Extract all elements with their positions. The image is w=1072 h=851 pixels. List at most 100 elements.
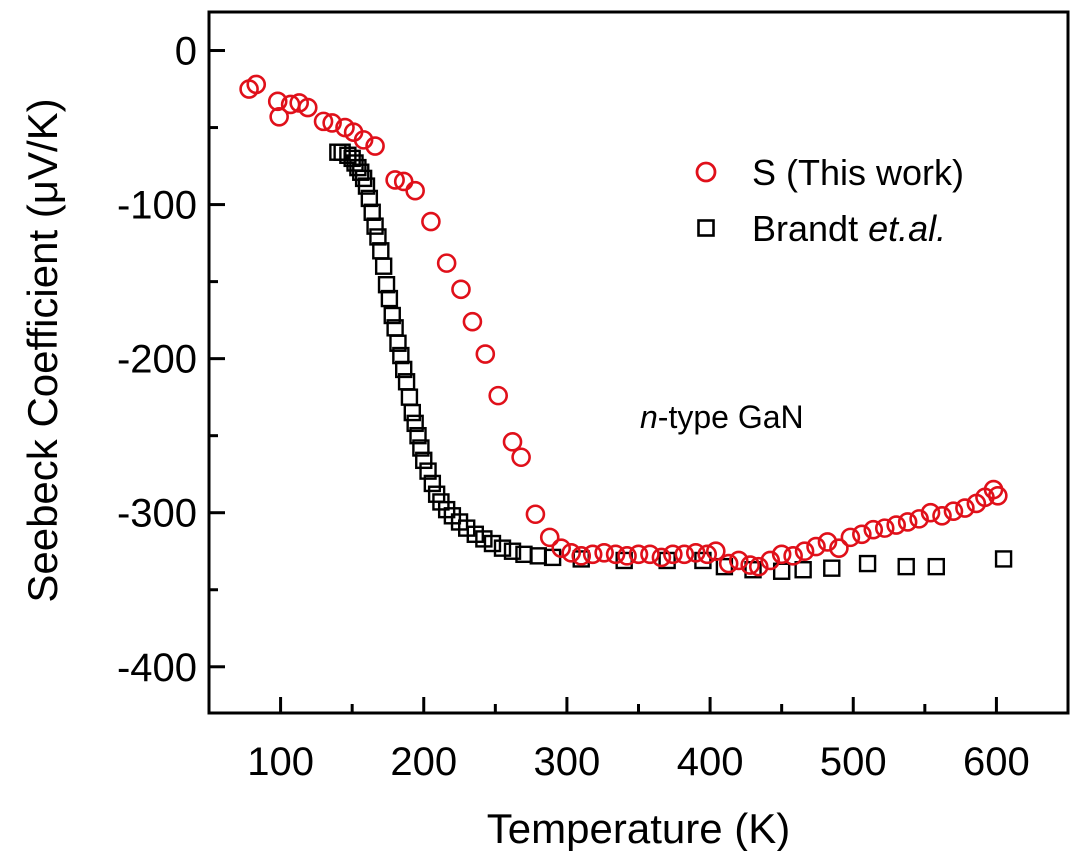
- data-point-this-work: [267, 91, 288, 112]
- data-point-brandt: [366, 217, 384, 235]
- legend-label-part: et.al.: [868, 208, 946, 249]
- y-tick-label: -100: [117, 184, 197, 228]
- data-point-brandt: [419, 462, 437, 480]
- data-point-this-work: [840, 527, 861, 548]
- data-point-this-work: [421, 211, 441, 232]
- data-point-brandt: [415, 451, 433, 470]
- data-point-brandt: [380, 289, 399, 308]
- legend-marker-this-work: [695, 161, 717, 183]
- data-point-this-work: [451, 279, 471, 300]
- data-point-brandt: [994, 550, 1013, 568]
- data-point-this-work: [706, 541, 726, 562]
- data-point-this-work: [760, 550, 781, 571]
- data-point-this-work: [783, 546, 803, 566]
- data-point-this-work: [863, 519, 884, 540]
- plot-frame: [207, 10, 1070, 715]
- data-point-brandt: [406, 414, 424, 433]
- data-point-this-work: [886, 515, 907, 535]
- data-point-this-work: [582, 544, 603, 565]
- data-point-brandt: [395, 360, 413, 379]
- data-point-brandt: [374, 257, 393, 275]
- data-point-this-work: [640, 544, 660, 565]
- data-point-brandt: [927, 557, 945, 576]
- data-point-this-work: [874, 518, 895, 538]
- data-point-this-work: [365, 136, 385, 156]
- data-point-this-work: [718, 553, 739, 574]
- annotation-n-type-gan: n-type GaN: [640, 399, 804, 435]
- data-point-this-work: [685, 542, 706, 563]
- data-point-this-work: [488, 385, 508, 406]
- data-point-brandt: [529, 547, 547, 565]
- annotation-italic: n: [640, 399, 658, 435]
- legend-label: S (This work): [752, 152, 964, 193]
- data-point-this-work: [297, 97, 318, 118]
- data-point-this-work: [697, 544, 718, 565]
- data-point-this-work: [502, 432, 523, 452]
- data-point-brandt: [493, 539, 512, 557]
- data-point-brandt: [383, 306, 401, 325]
- data-point-brandt: [483, 534, 502, 553]
- data-point-brandt: [349, 158, 367, 177]
- data-point-brandt: [403, 403, 421, 422]
- data-point-this-work: [817, 532, 838, 552]
- data-point-this-work: [605, 544, 626, 565]
- data-point-this-work: [771, 544, 792, 565]
- data-point-this-work: [269, 106, 289, 127]
- data-point-this-work: [920, 502, 941, 523]
- data-point-this-work: [651, 547, 672, 568]
- data-point-this-work: [405, 180, 425, 201]
- x-tick-label: 100: [247, 740, 314, 784]
- data-point-this-work: [794, 541, 815, 562]
- x-axis-title: Temperature (K): [487, 805, 790, 851]
- data-point-this-work: [955, 498, 975, 518]
- data-point-brandt: [423, 474, 442, 493]
- data-point-this-work: [462, 311, 483, 332]
- y-tick-label: -200: [117, 338, 197, 382]
- data-point-this-work: [806, 536, 826, 557]
- legend-label-part: Brandt: [752, 208, 868, 249]
- x-tick-label: 600: [963, 740, 1030, 784]
- data-point-this-work: [539, 527, 560, 548]
- data-point-this-work: [897, 512, 918, 532]
- data-point-this-work: [663, 544, 683, 565]
- data-point-this-work: [909, 509, 929, 529]
- data-point-this-work: [353, 130, 374, 150]
- legend-label-part: S (This work): [752, 152, 964, 193]
- x-tick-label: 400: [677, 740, 744, 784]
- x-tick-label: 300: [534, 740, 601, 784]
- legend: S (This work) Brandt et.al.: [695, 152, 964, 249]
- data-point-this-work: [943, 501, 964, 521]
- data-point-this-work: [674, 544, 695, 565]
- data-point-this-work: [246, 74, 267, 95]
- data-point-brandt: [503, 542, 522, 560]
- data-point-brandt: [357, 177, 376, 195]
- data-point-brandt: [400, 388, 419, 406]
- x-tick-label: 200: [390, 740, 457, 784]
- data-point-brandt: [437, 500, 456, 519]
- data-point-brandt: [333, 143, 351, 161]
- data-point-brandt: [823, 559, 841, 577]
- data-point-brandt: [389, 334, 407, 352]
- x-tick-label: 500: [820, 740, 887, 784]
- data-point-this-work: [511, 447, 531, 468]
- data-point-this-work: [385, 170, 405, 190]
- data-point-brandt: [409, 426, 427, 445]
- legend-label: Brandt et.al.: [752, 208, 946, 249]
- data-point-this-work: [740, 555, 760, 575]
- data-point-this-work: [313, 111, 334, 132]
- data-point-this-work: [829, 538, 849, 558]
- y-axis-title: Seebeck Coefficient (μV/K): [19, 98, 66, 602]
- data-point-this-work: [628, 544, 649, 565]
- data-point-brandt: [794, 561, 812, 579]
- data-point-brandt: [897, 557, 915, 576]
- data-point-brandt: [858, 554, 877, 573]
- data-point-this-work: [322, 113, 342, 133]
- data-point-this-work: [748, 556, 769, 577]
- tick-labels: 100 200 300 400 500 600 0 -100 -200 -300 -400: [117, 30, 1030, 784]
- data-point-this-work: [988, 485, 1008, 506]
- data-point-this-work: [617, 546, 637, 566]
- data-point-this-work: [561, 542, 582, 563]
- data-point-this-work: [436, 253, 457, 273]
- y-tick-label: 0: [175, 30, 197, 74]
- data-point-this-work: [728, 550, 749, 571]
